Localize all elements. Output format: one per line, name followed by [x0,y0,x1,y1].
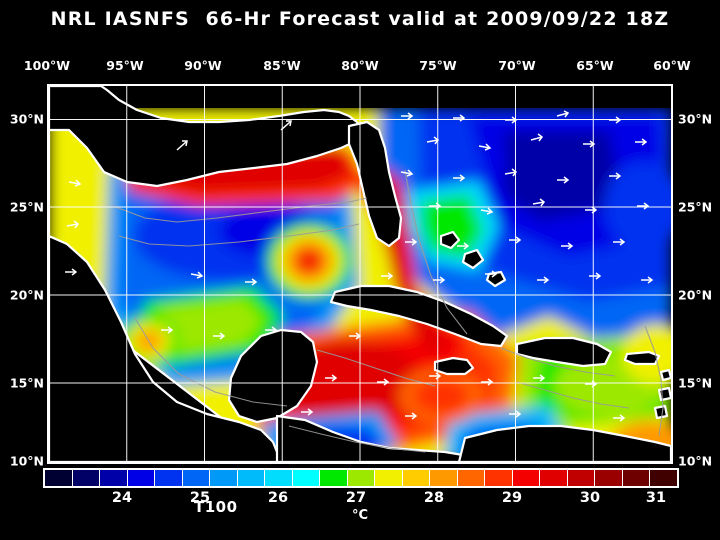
lon-label-100w: 100°W [23,58,71,73]
lon-label-90w: 90°W [184,58,222,73]
colorbar-cell-12 [375,470,403,486]
lon-label-75w: 75°W [419,58,457,73]
colorbar-cell-9 [292,470,321,486]
lat-label-right-30n: 30°N [678,111,713,127]
colorbar-cell-20 [595,470,623,486]
colorbar-tick-27: 27 [345,490,367,506]
lat-label-right-15n: 15°N [678,375,713,391]
colorbar-cell-11 [347,470,376,486]
page-title: NRL IASNFS 66-Hr Forecast valid at 2009/… [50,8,670,30]
lat-label-left-15n: 15°N [9,375,44,391]
colorbar-cell-21 [622,470,651,486]
colorbar-tick-30: 30 [579,490,601,506]
colorbar-cell-10 [320,470,348,486]
lat-label-left-30n: 30°N [9,111,44,127]
map-canvas [49,86,671,462]
lat-label-left-10n: 10°N [9,453,44,469]
lon-label-95w: 95°W [106,58,144,73]
lat-label-right-20n: 20°N [678,287,713,303]
colorbar-tick-28: 28 [423,490,445,506]
lat-label-left-25n: 25°N [9,199,44,215]
colorbar-cell-22 [650,470,677,486]
colorbar-cell-16 [485,470,513,486]
colorbar-cell-3 [127,470,156,486]
colorbar-tick-24: 24 [111,490,133,506]
colorbar-cell-4 [155,470,183,486]
map-panel[interactable]: T100 [47,84,673,516]
colorbar-cell-1 [72,470,101,486]
current-vectors [65,110,654,422]
field-label: T100 [194,498,238,516]
lon-label-65w: 65°W [576,58,614,73]
sst-heatmap [49,86,671,462]
lon-label-60w: 60°W [653,58,691,73]
lat-label-left-20n: 20°N [9,287,44,303]
colorbar-cell-15 [457,470,486,486]
colorbar-tick-26: 26 [267,490,289,506]
colorbar-cell-6 [210,470,238,486]
colorbar-cell-5 [182,470,211,486]
colorbar-cell-19 [567,470,596,486]
colorbar-cell-7 [237,470,266,486]
lon-label-85w: 85°W [263,58,301,73]
colorbar-cell-2 [100,470,128,486]
colorbar-tick-25: 25 [189,490,211,506]
colorbar-cell-14 [430,470,458,486]
colorbar-unit-label: °C [351,508,369,523]
colorbar-cell-17 [512,470,541,486]
colorbar-cell-0 [45,470,73,486]
colorbar-cell-8 [265,470,293,486]
bathymetry-contours [112,169,664,453]
graticule [49,86,671,462]
lat-label-right-10n: 10°N [678,453,713,469]
lon-label-80w: 80°W [341,58,379,73]
colorbar-tick-29: 29 [501,490,523,506]
colorbar-cell-13 [402,470,431,486]
lat-label-right-25n: 25°N [678,199,713,215]
lon-label-70w: 70°W [498,58,536,73]
colorbar-tick-31: 31 [645,490,667,506]
colorbar[interactable] [43,468,679,488]
colorbar-cell-18 [540,470,568,486]
